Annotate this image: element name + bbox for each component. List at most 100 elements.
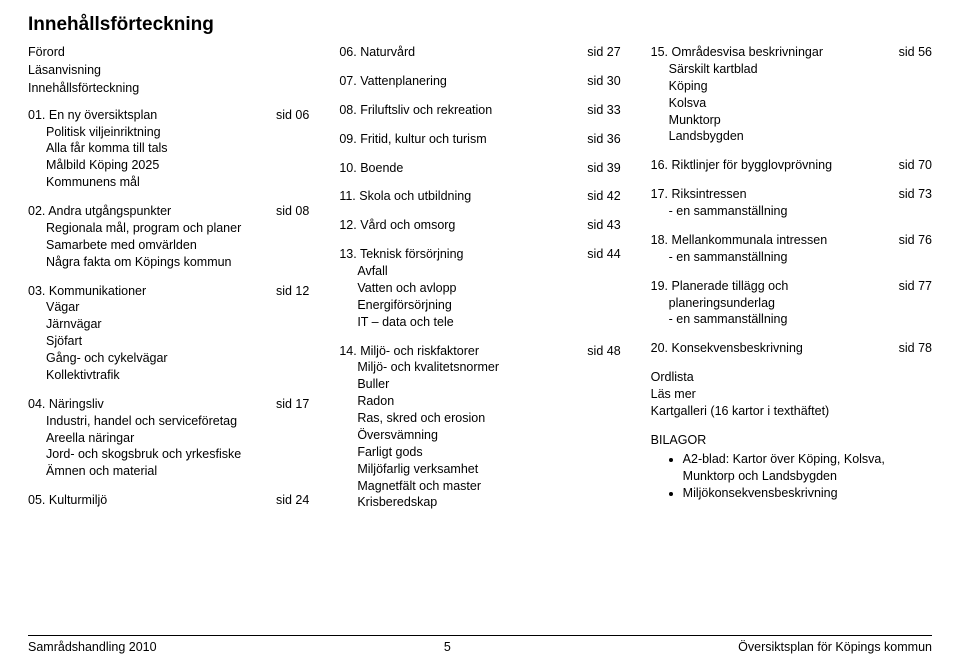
toc-section: 04. Näringsliv sid 17 Industri, handel o… (28, 396, 309, 480)
section-label: 15. Områdesvisa beskrivningar (651, 44, 889, 61)
section-sub: - en sammanställning (669, 311, 932, 328)
toc-section: 20. Konsekvensbeskrivningsid 78 (651, 340, 932, 357)
toc-section: 09. Fritid, kultur och turismsid 36 (339, 131, 620, 148)
toc-section: 19. Planerade tillägg ochsid 77 planerin… (651, 278, 932, 329)
bilagor-heading: BILAGOR (651, 432, 932, 449)
section-sub: Kommunens mål (46, 174, 309, 191)
section-label: 10. Boende (339, 160, 577, 177)
section-page: sid 17 (266, 396, 309, 413)
bilagor-item: Miljökonsekvensbeskrivning (683, 485, 932, 502)
section-page: sid 30 (577, 73, 620, 90)
section-sub: Miljö- och kvalitetsnormer (357, 359, 620, 376)
section-label: 05. Kulturmiljö (28, 492, 266, 509)
toc-section: 11. Skola och utbildningsid 42 (339, 188, 620, 205)
section-page: sid 56 (889, 44, 932, 61)
section-page: sid 12 (266, 283, 309, 300)
section-page: sid 43 (577, 217, 620, 234)
section-sub: Kollektivtrafik (46, 367, 309, 384)
section-label: 03. Kommunikationer (28, 283, 266, 300)
page-title: Innehållsförteckning (28, 14, 932, 36)
section-label: 13. Teknisk försörjning (339, 246, 577, 263)
toc-col-3: 15. Områdesvisa beskrivningarsid 56 Särs… (651, 44, 932, 523)
section-sub: Miljöfarlig verksamhet (357, 461, 620, 478)
section-page: sid 70 (889, 157, 932, 174)
section-sub: Areella näringar (46, 430, 309, 447)
section-label: 07. Vattenplanering (339, 73, 577, 90)
section-label: 18. Mellankommunala intressen (651, 232, 889, 249)
section-sub: Vatten och avlopp (357, 280, 620, 297)
section-sub: Järnvägar (46, 316, 309, 333)
section-sub: Ras, skred och erosion (357, 410, 620, 427)
footer-left: Samrådshandling 2010 (28, 640, 157, 654)
section-label: 19. Planerade tillägg och (651, 278, 889, 295)
section-sub: - en sammanställning (669, 203, 932, 220)
footer-right: Översiktsplan för Köpings kommun (738, 640, 932, 654)
toc-section: 18. Mellankommunala intressensid 76 - en… (651, 232, 932, 266)
toc-section: 05. Kulturmiljö sid 24 (28, 492, 309, 509)
toc-section: 16. Riktlinjer för bygglovprövningsid 70 (651, 157, 932, 174)
section-sub: Alla får komma till tals (46, 140, 309, 157)
extra-line: Läs mer (651, 386, 932, 403)
bilagor-block: BILAGOR A2-blad: Kartor över Köping, Kol… (651, 432, 932, 503)
section-page: sid 36 (577, 131, 620, 148)
section-sub: Energiförsörjning (357, 297, 620, 314)
toc-section: 12. Vård och omsorgsid 43 (339, 217, 620, 234)
intro-block: Förord Läsanvisning Innehållsförteckning (28, 44, 309, 97)
section-sub: Farligt gods (357, 444, 620, 461)
section-sub: Munktorp (669, 112, 932, 129)
toc-section: 17. Riksintressensid 73 - en sammanställ… (651, 186, 932, 220)
section-sub: Samarbete med omvärlden (46, 237, 309, 254)
section-label: 16. Riktlinjer för bygglovprövning (651, 157, 889, 174)
section-sub: Avfall (357, 263, 620, 280)
extras-block: Ordlista Läs mer Kartgalleri (16 kartor … (651, 369, 932, 420)
section-page: sid 44 (577, 246, 620, 263)
toc-section: 14. Miljö- och riskfaktorersid 48 Miljö-… (339, 343, 620, 512)
section-label-line2: planeringsunderlag (669, 295, 932, 312)
toc-col-2: 06. Naturvårdsid 27 07. Vattenplanerings… (339, 44, 620, 523)
section-label: 12. Vård och omsorg (339, 217, 577, 234)
section-label: 02. Andra utgångspunkter (28, 203, 266, 220)
section-sub: Magnetfält och master (357, 478, 620, 495)
extra-line: Ordlista (651, 369, 932, 386)
section-page: sid 39 (577, 160, 620, 177)
section-page: sid 33 (577, 102, 620, 119)
section-page: sid 27 (577, 44, 620, 61)
toc-columns: Förord Läsanvisning Innehållsförteckning… (28, 44, 932, 523)
section-sub: Köping (669, 78, 932, 95)
intro-line: Läsanvisning (28, 62, 309, 79)
section-sub: Jord- och skogsbruk och yrkesfiske (46, 446, 309, 463)
section-page: sid 42 (577, 188, 620, 205)
intro-line: Innehållsförteckning (28, 80, 309, 97)
section-page: sid 24 (266, 492, 309, 509)
section-sub: Några fakta om Köpings kommun (46, 254, 309, 271)
toc-section: 10. Boendesid 39 (339, 160, 620, 177)
page-footer: Samrådshandling 2010 5 Översiktsplan för… (28, 635, 932, 654)
section-sub: Krisberedskap (357, 494, 620, 511)
section-sub: Landsbygden (669, 128, 932, 145)
section-label: 17. Riksintressen (651, 186, 889, 203)
section-sub: Vägar (46, 299, 309, 316)
section-sub: Målbild Köping 2025 (46, 157, 309, 174)
section-label: 11. Skola och utbildning (339, 188, 577, 205)
section-page: sid 48 (577, 343, 620, 360)
section-sub: Särskilt kartblad (669, 61, 932, 78)
section-sub: - en sammanställning (669, 249, 932, 266)
section-label: 14. Miljö- och riskfaktorer (339, 343, 577, 360)
toc-section: 03. Kommunikationer sid 12 Vägar Järnväg… (28, 283, 309, 384)
section-sub: Buller (357, 376, 620, 393)
toc-col-1: Förord Läsanvisning Innehållsförteckning… (28, 44, 309, 523)
section-sub: Radon (357, 393, 620, 410)
toc-section: 02. Andra utgångspunkter sid 08 Regional… (28, 203, 309, 271)
section-sub: Regionala mål, program och planer (46, 220, 309, 237)
section-label: 04. Näringsliv (28, 396, 266, 413)
toc-section: 08. Friluftsliv och rekreationsid 33 (339, 102, 620, 119)
extra-line: Kartgalleri (16 kartor i texthäftet) (651, 403, 932, 420)
section-page: sid 06 (266, 107, 309, 124)
section-label: 09. Fritid, kultur och turism (339, 131, 577, 148)
section-sub: IT – data och tele (357, 314, 620, 331)
section-page: sid 76 (889, 232, 932, 249)
section-sub: Översvämning (357, 427, 620, 444)
section-page: sid 73 (889, 186, 932, 203)
section-page: sid 77 (889, 278, 932, 295)
intro-line: Förord (28, 44, 309, 61)
